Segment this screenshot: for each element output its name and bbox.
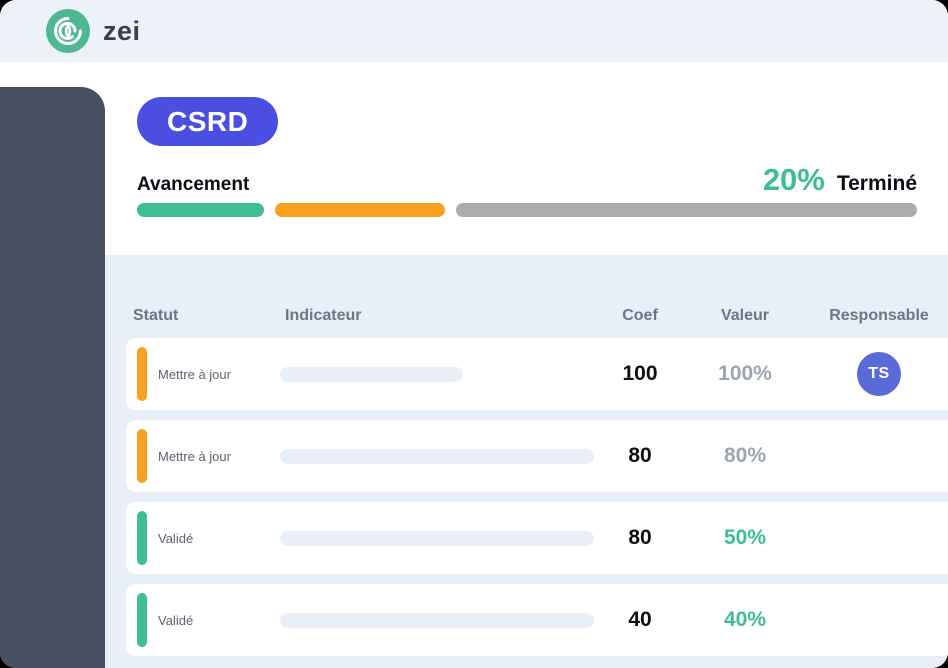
- status-pill: [137, 511, 147, 565]
- status-label: Validé: [158, 530, 194, 546]
- progress-status: Terminé: [836, 172, 917, 195]
- zei-logo-icon: [46, 9, 90, 53]
- indicators-panel: Statut Indicateur Coef Valeur Responsabl…: [105, 255, 948, 668]
- progress-segment-remaining: [456, 203, 917, 217]
- sidebar: [0, 87, 105, 668]
- status-label: Mettre à jour: [158, 448, 231, 464]
- topbar: zei: [0, 0, 948, 62]
- progress-label: Avancement: [137, 174, 250, 195]
- brand-name: zei: [103, 15, 141, 46]
- table-row[interactable]: Mettre à jour 80 80%: [126, 420, 948, 492]
- indicator-placeholder: [280, 448, 594, 464]
- coef-value: 80: [628, 444, 652, 467]
- progress-segment-in-progress: [275, 203, 445, 217]
- valeur-value: 50%: [723, 526, 767, 549]
- indicator-placeholder: [280, 366, 463, 382]
- indicator-cell: [280, 366, 600, 382]
- column-header-coef: Coef: [622, 307, 658, 324]
- coef-value: 100: [622, 362, 658, 385]
- status-pill: [137, 593, 147, 647]
- indicator-cell: [280, 448, 600, 464]
- column-header-responsable: Responsable: [829, 307, 929, 324]
- valeur-value: 80%: [723, 444, 767, 467]
- table-row[interactable]: Mettre à jour 100 100% TS: [126, 338, 948, 410]
- indicator-cell: [280, 612, 600, 628]
- progress-percent: 20%: [762, 162, 825, 197]
- indicator-cell: [280, 530, 600, 546]
- status-label: Mettre à jour: [158, 366, 231, 382]
- csrd-badge: CSRD: [137, 97, 279, 146]
- progress-summary: 20% Terminé: [763, 162, 917, 198]
- progress-header: Avancement 20% Terminé: [137, 162, 917, 198]
- progress-bar: [137, 203, 917, 217]
- indicator-placeholder: [280, 530, 594, 546]
- column-header-valeur: Valeur: [720, 307, 770, 324]
- coef-value: 80: [628, 526, 652, 549]
- table-header: Statut Indicateur Coef Valeur Responsabl…: [105, 255, 948, 338]
- main-content: CSRD Avancement 20% Terminé Statut Indic…: [105, 62, 948, 668]
- status-label: Validé: [158, 612, 194, 628]
- table-body: Mettre à jour 100 100% TS Mettre à jour: [105, 338, 948, 656]
- table-row[interactable]: Validé 40 40%: [126, 584, 948, 656]
- coef-value: 40: [628, 608, 652, 631]
- status-pill: [137, 429, 147, 483]
- responsable-cell: TS: [810, 352, 948, 396]
- column-header-statut: Statut: [133, 307, 179, 324]
- valeur-value: 100%: [718, 362, 772, 385]
- indicator-placeholder: [280, 612, 594, 628]
- valeur-value: 40%: [723, 608, 767, 631]
- column-header-indicateur: Indicateur: [285, 307, 362, 324]
- progress-segment-completed: [137, 203, 264, 217]
- table-row[interactable]: Validé 80 50%: [126, 502, 948, 574]
- status-pill: [137, 347, 147, 401]
- avatar[interactable]: TS: [857, 352, 901, 396]
